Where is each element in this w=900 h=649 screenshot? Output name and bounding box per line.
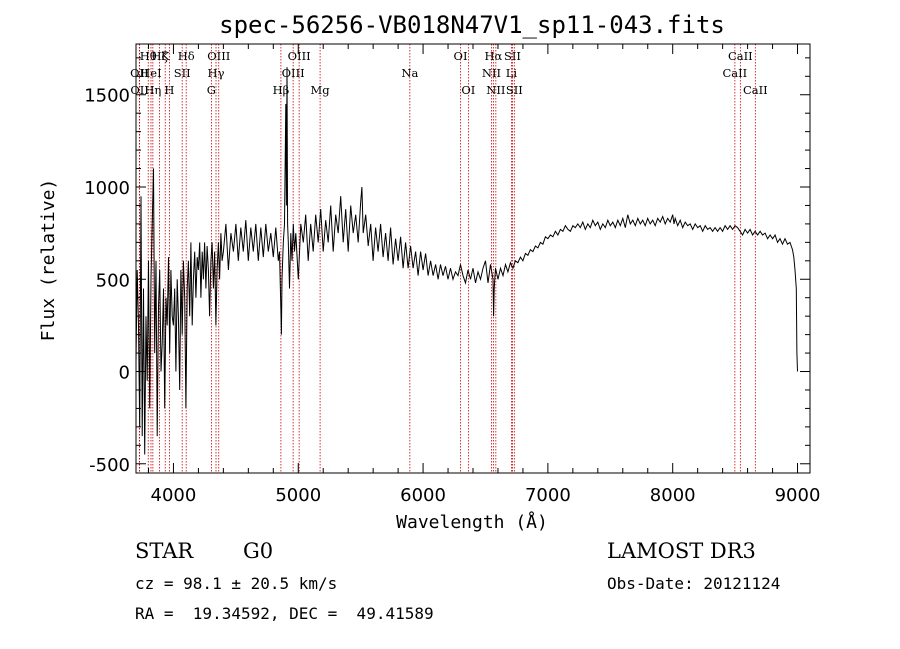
x-tick-label: 9000 bbox=[775, 485, 821, 506]
spectral-line-label: Li bbox=[506, 66, 518, 80]
spectral-line-label: G bbox=[207, 83, 216, 97]
spectral-line-label: Hθ bbox=[140, 49, 157, 63]
spectral-line-label: SII bbox=[174, 66, 191, 80]
spectral-line-label: Hδ bbox=[178, 49, 195, 63]
spectral-line-markers bbox=[138, 44, 756, 473]
spectral-line-labels: OIIOIIHθHeIHηHζKHSIIHδGHγOIIIHβOIIIOIIIM… bbox=[130, 49, 768, 97]
spectral-line-label: HeI bbox=[140, 66, 161, 80]
spectral-line-label: Hα bbox=[484, 49, 502, 63]
y-tick-label: 0 bbox=[119, 363, 130, 384]
x-axis-label: Wavelength (Å) bbox=[396, 511, 548, 533]
spectral-line-label: Na bbox=[401, 66, 418, 80]
spectral-line-label: CaII bbox=[728, 49, 753, 63]
y-axis-label: Flux (relative) bbox=[38, 179, 59, 342]
object-class: STAR bbox=[135, 539, 194, 563]
flux-series-line bbox=[135, 67, 798, 455]
y-tick-label: 500 bbox=[96, 270, 130, 291]
spectral-line-label: OII bbox=[130, 66, 149, 80]
x-tick-label: 4000 bbox=[151, 485, 197, 506]
spectral-line-label: OIII bbox=[207, 49, 230, 63]
spectral-line-label: OI bbox=[454, 49, 468, 63]
chart-title: spec-56256-VB018N47V1_sp11-043.fits bbox=[219, 11, 725, 39]
spectral-line-label: OII bbox=[130, 83, 149, 97]
spectral-subclass: G0 bbox=[243, 539, 274, 563]
spectral-line-label: SII bbox=[506, 83, 523, 97]
y-tick-label: 1500 bbox=[84, 86, 130, 107]
spectral-line-label: Hη bbox=[144, 83, 161, 97]
y-tick-label: -500 bbox=[89, 455, 130, 476]
spectral-line-label: NII bbox=[486, 83, 505, 97]
spectral-line-label: Hγ bbox=[208, 66, 225, 80]
spectral-line-label: OIII bbox=[282, 66, 305, 80]
plot-frame bbox=[135, 43, 811, 474]
spectral-line-label: SII bbox=[504, 49, 521, 63]
x-tick-label: 6000 bbox=[400, 485, 446, 506]
survey-name: LAMOST DR3 bbox=[607, 539, 756, 563]
spectral-line-label: K bbox=[161, 49, 170, 63]
x-tick-label: 8000 bbox=[650, 485, 696, 506]
spectral-line-label: H bbox=[164, 83, 174, 97]
redshift-readout: cz = 98.1 ± 20.5 km/s bbox=[135, 574, 338, 593]
observation-date: Obs-Date: 20121124 bbox=[607, 574, 781, 593]
spectral-line-label: Mg bbox=[311, 83, 331, 97]
spectral-line-label: CaII bbox=[743, 83, 768, 97]
spectral-line-label: CaII bbox=[722, 66, 747, 80]
y-axis-ticks: -500 0 500 1000 1500 bbox=[84, 57, 810, 476]
spectral-line-label: OIII bbox=[288, 49, 311, 63]
x-axis-ticks: 4000 5000 6000 7000 8000 9000 bbox=[147, 44, 821, 506]
y-tick-label: 1000 bbox=[84, 178, 130, 199]
spectral-line-label: Hζ bbox=[151, 49, 167, 63]
spectral-line-label: NII bbox=[482, 66, 501, 80]
x-tick-label: 7000 bbox=[525, 485, 571, 506]
x-tick-label: 5000 bbox=[275, 485, 321, 506]
spectral-line-label: Hβ bbox=[273, 83, 290, 97]
spectral-line-label: OI bbox=[461, 83, 475, 97]
coordinates-readout: RA = 19.34592, DEC = 49.41589 bbox=[135, 604, 434, 623]
